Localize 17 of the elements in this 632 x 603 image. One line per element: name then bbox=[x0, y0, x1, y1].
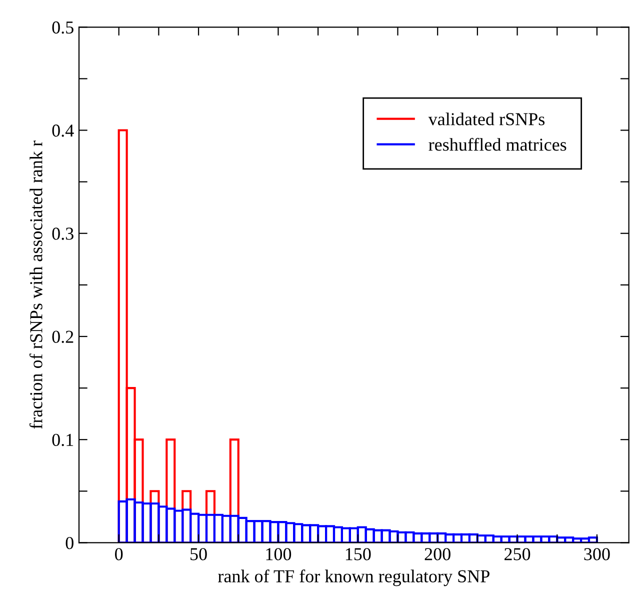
y-tick-label: 0.4 bbox=[52, 124, 74, 137]
x-tick-label: 200 bbox=[424, 548, 450, 560]
y-tick-label: 0.2 bbox=[52, 330, 74, 343]
x-tick-label: 150 bbox=[346, 548, 371, 560]
y-tick-label: 0.3 bbox=[52, 228, 74, 240]
x-axis-title: rank of TF for known regulatory SNP bbox=[218, 569, 490, 586]
legend-label: validated rSNPs bbox=[428, 112, 545, 126]
x-tick-label: 300 bbox=[584, 548, 610, 560]
x-tick-label: 0 bbox=[115, 548, 123, 560]
y-tick-label: 0.5 bbox=[52, 21, 74, 34]
x-tick-label: 50 bbox=[190, 548, 207, 560]
y-tick-label: 0.1 bbox=[52, 434, 74, 446]
x-tick-label: 100 bbox=[266, 548, 292, 560]
x-tick-label: 250 bbox=[504, 548, 530, 560]
legend-label: reshuffled matrices bbox=[428, 138, 566, 151]
y-axis-title: fraction of rSNPs with associated rank r bbox=[29, 140, 42, 429]
y-tick-label: 0 bbox=[66, 536, 74, 550]
